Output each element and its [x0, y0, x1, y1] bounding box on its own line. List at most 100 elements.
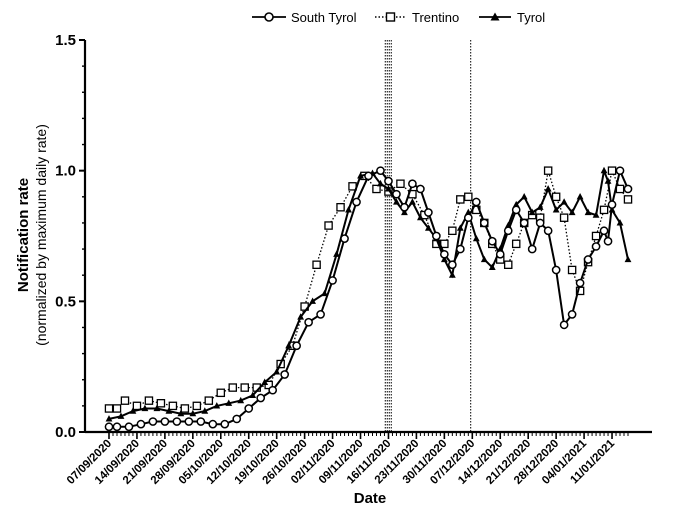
- point-trentino: [591, 231, 601, 241]
- point-south-tyrol: [519, 218, 529, 228]
- point-trentino: [120, 396, 130, 405]
- point-tyrol: [560, 198, 568, 205]
- point-trentino: [216, 388, 226, 398]
- point-tyrol: [417, 213, 424, 221]
- legend-marker-tyrol: [490, 12, 500, 21]
- point-south-tyrol: [615, 166, 625, 176]
- point-tyrol: [105, 415, 113, 422]
- point-trentino: [551, 192, 561, 202]
- point-south-tyrol: [136, 419, 146, 429]
- point-south-tyrol: [376, 166, 385, 176]
- point-tyrol: [357, 172, 364, 179]
- point-tyrol: [129, 407, 137, 414]
- point-south-tyrol: [487, 236, 497, 246]
- point-south-tyrol: [495, 249, 505, 259]
- point-tyrol: [213, 402, 221, 409]
- point-tyrol: [333, 250, 340, 257]
- point-tyrol: [225, 399, 233, 406]
- point-tyrol: [393, 198, 400, 205]
- point-tyrol: [237, 396, 245, 404]
- point-south-tyrol: [583, 255, 593, 264]
- point-trentino: [464, 192, 473, 202]
- point-trentino: [104, 404, 114, 413]
- point-tyrol: [385, 185, 392, 192]
- point-tyrol: [480, 255, 488, 263]
- legend-label-tyrol: Tyrol: [517, 10, 545, 25]
- point-trentino: [607, 166, 617, 175]
- point-tyrol: [309, 297, 317, 304]
- point-south-tyrol: [148, 417, 158, 426]
- series-line-south-tyrol: [109, 167, 629, 428]
- point-tyrol: [592, 211, 600, 218]
- point-south-tyrol: [471, 197, 481, 207]
- legend-item-tyrol: Tyrol: [479, 10, 545, 25]
- point-tyrol: [552, 206, 560, 213]
- point-south-tyrol: [208, 419, 218, 429]
- point-south-tyrol: [104, 422, 114, 432]
- point-trentino: [144, 396, 154, 405]
- point-south-tyrol: [479, 218, 489, 228]
- point-south-tyrol: [432, 231, 441, 241]
- point-tyrol: [165, 407, 173, 414]
- point-south-tyrol: [124, 422, 134, 432]
- point-south-tyrol: [280, 370, 290, 379]
- point-tyrol: [568, 208, 576, 216]
- legend-label-south-tyrol: South Tyrol: [291, 10, 357, 25]
- point-tyrol: [321, 289, 328, 297]
- point-tyrol: [401, 208, 408, 216]
- y-tick-label: 0.0: [55, 424, 76, 441]
- point-tyrol: [424, 224, 432, 231]
- point-tyrol: [117, 412, 125, 419]
- point-trentino: [204, 396, 214, 405]
- point-south-tyrol: [384, 176, 393, 186]
- point-south-tyrol: [559, 320, 569, 330]
- point-south-tyrol: [244, 404, 254, 413]
- point-trentino: [192, 401, 202, 411]
- point-trentino: [168, 401, 178, 411]
- point-tyrol: [177, 409, 185, 417]
- point-tyrol: [456, 224, 464, 231]
- point-south-tyrol: [232, 414, 242, 424]
- legend-marker-trentino: [385, 12, 396, 22]
- point-tyrol: [141, 404, 149, 412]
- point-tyrol: [536, 203, 544, 210]
- y-axis-title: Notification rate: [15, 178, 32, 292]
- y-tick-label: 0.5: [55, 293, 76, 310]
- point-tyrol: [616, 219, 624, 226]
- series-layer: [104, 166, 633, 432]
- point-tyrol: [285, 341, 293, 349]
- point-south-tyrol: [623, 184, 633, 194]
- point-trentino: [448, 226, 457, 236]
- point-south-tyrol: [607, 200, 617, 209]
- point-tyrol: [576, 193, 584, 200]
- point-south-tyrol: [591, 242, 601, 251]
- legend-marker-south-tyrol: [264, 12, 274, 22]
- point-south-tyrol: [184, 417, 194, 426]
- point-trentino: [599, 205, 609, 215]
- point-trentino: [312, 260, 321, 269]
- point-tyrol: [201, 407, 209, 414]
- point-south-tyrol: [543, 226, 553, 236]
- point-south-tyrol: [196, 417, 206, 426]
- point-tyrol: [297, 313, 305, 320]
- point-south-tyrol: [527, 244, 537, 254]
- point-tyrol: [261, 378, 269, 385]
- point-south-tyrol: [220, 419, 230, 429]
- point-tyrol: [488, 263, 496, 270]
- point-tyrol: [440, 255, 448, 263]
- point-tyrol: [409, 198, 416, 205]
- point-tyrol: [448, 271, 456, 278]
- point-south-tyrol: [340, 234, 349, 243]
- point-south-tyrol: [535, 218, 545, 228]
- point-south-tyrol: [256, 393, 266, 403]
- legend-label-trentino: Trentino: [412, 10, 459, 25]
- point-south-tyrol: [392, 189, 401, 199]
- point-south-tyrol: [328, 276, 337, 285]
- series-line-tyrol: [108, 166, 629, 420]
- point-tyrol: [345, 206, 352, 213]
- point-trentino: [228, 383, 238, 392]
- point-south-tyrol: [352, 197, 361, 207]
- point-tyrol: [600, 166, 608, 174]
- point-south-tyrol: [304, 317, 313, 327]
